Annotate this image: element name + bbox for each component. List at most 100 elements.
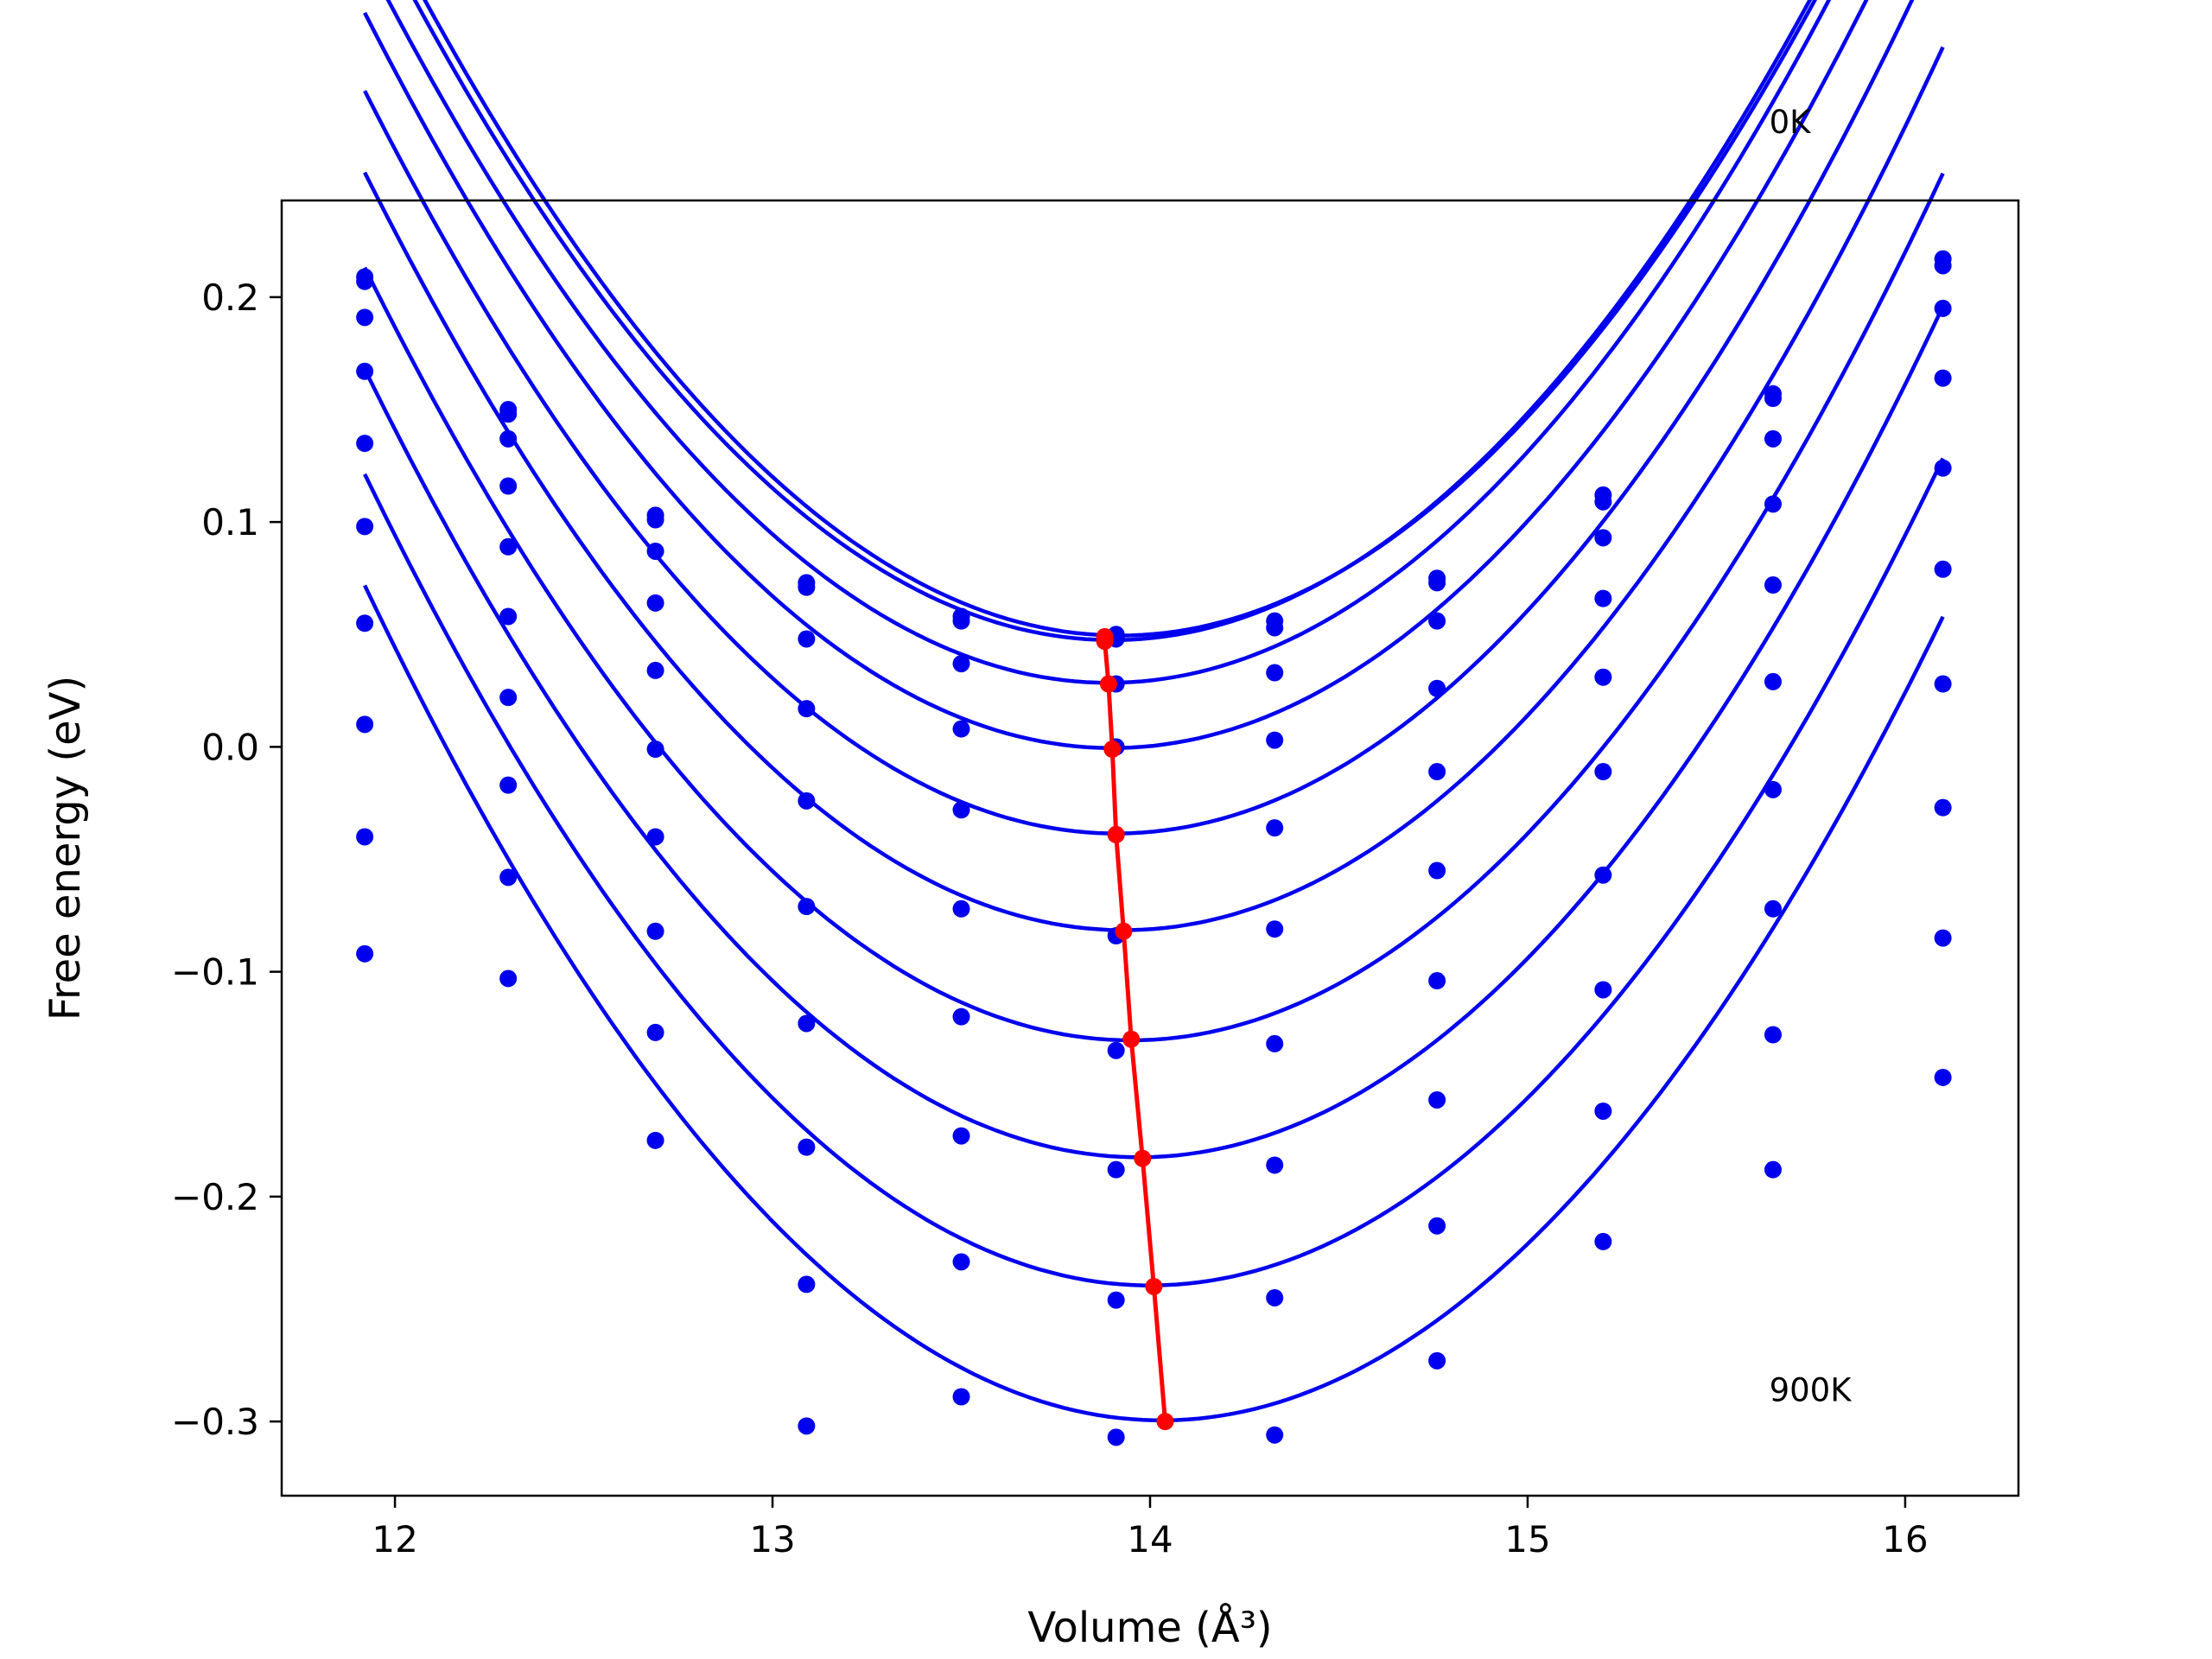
data-point — [1764, 429, 1782, 448]
fit-curve — [363, 584, 1945, 1423]
data-point — [646, 922, 664, 940]
data-point — [1764, 390, 1782, 408]
data-point — [1934, 798, 1952, 817]
y-tick-label: −0.1 — [171, 951, 259, 994]
data-point — [952, 1253, 970, 1271]
data-point — [798, 898, 816, 916]
data-point — [1428, 679, 1446, 697]
data-point — [1266, 619, 1284, 637]
annotation-label: 900K — [1770, 1372, 1853, 1409]
data-point — [952, 720, 970, 738]
fit-curve — [363, 0, 1915, 836]
data-point — [1594, 668, 1612, 686]
data-point — [1107, 1160, 1125, 1179]
data-point — [646, 594, 664, 612]
data-point — [499, 477, 518, 495]
data-point — [499, 969, 518, 988]
data-point — [646, 740, 664, 758]
data-point — [1934, 560, 1952, 578]
x-tick-label: 12 — [372, 1518, 417, 1560]
fit-curve — [363, 172, 1945, 1043]
data-point — [499, 689, 518, 707]
data-point — [499, 776, 518, 794]
data-point — [356, 362, 374, 380]
data-point — [1594, 493, 1612, 511]
data-point — [952, 612, 970, 630]
data-point — [1594, 589, 1612, 607]
data-point — [952, 1127, 970, 1145]
data-point — [356, 435, 374, 453]
data-point — [646, 661, 664, 679]
data-point — [798, 791, 816, 810]
data-point — [356, 614, 374, 632]
fit-curve — [363, 46, 1945, 932]
data-point — [1764, 1160, 1782, 1179]
annotations: 0K 900K — [1770, 104, 1853, 1409]
fit-curve — [363, 0, 1869, 750]
data-point — [1934, 1068, 1952, 1086]
data-point — [646, 542, 664, 560]
data-point — [1934, 675, 1952, 693]
data-point — [1764, 576, 1782, 594]
minimum-point — [1134, 1149, 1152, 1167]
minimum-point — [1107, 825, 1125, 843]
data-point — [1428, 612, 1446, 630]
x-tick-label: 15 — [1504, 1518, 1550, 1560]
annotation-label: 0K — [1770, 104, 1813, 141]
data-point — [1428, 1217, 1446, 1235]
y-axis-label: Free energy (eV) — [41, 676, 90, 1020]
data-point — [646, 1023, 664, 1041]
x-tick-label: 16 — [1882, 1518, 1928, 1560]
data-point — [1594, 763, 1612, 781]
data-point — [1764, 780, 1782, 798]
data-point — [798, 1014, 816, 1033]
data-point — [499, 537, 518, 556]
data-point — [798, 1417, 816, 1435]
x-tick-label: 13 — [749, 1518, 795, 1560]
data-point — [1266, 1156, 1284, 1174]
data-point — [952, 655, 970, 673]
data-point — [798, 1275, 816, 1294]
data-point — [952, 801, 970, 819]
fit-curve — [385, 0, 1832, 685]
data-point — [1428, 861, 1446, 880]
y-tick-label: 0.2 — [201, 276, 259, 319]
data-point — [1428, 1090, 1446, 1109]
data-point — [1764, 1026, 1782, 1044]
minimum-point — [1122, 1030, 1141, 1048]
y-axis-ticks: 0.2 0.1 0.0 −0.1 −0.2 −0.3 — [171, 276, 282, 1443]
minimum-markers — [1096, 627, 1174, 1431]
data-point — [1934, 459, 1952, 477]
minimum-point — [1156, 1413, 1174, 1431]
data-point — [1934, 299, 1952, 317]
fit-curve — [412, 0, 1813, 643]
data-point — [1764, 899, 1782, 918]
data-point — [1594, 529, 1612, 547]
minimum-point — [1145, 1277, 1163, 1295]
data-point — [1594, 981, 1612, 999]
x-axis-label: Volume (Å³) — [1027, 1603, 1272, 1652]
y-tick-label: −0.2 — [171, 1176, 259, 1218]
data-point — [356, 518, 374, 536]
data-point — [1266, 731, 1284, 749]
data-point — [1428, 763, 1446, 781]
data-point — [356, 272, 374, 290]
data-point — [356, 715, 374, 734]
data-point — [798, 700, 816, 718]
y-tick-label: −0.3 — [171, 1401, 259, 1443]
data-point — [1934, 369, 1952, 387]
data-point — [1594, 1232, 1612, 1250]
data-point — [798, 1138, 816, 1156]
data-point — [1934, 929, 1952, 947]
x-axis-ticks: 12 13 14 15 16 — [372, 1496, 1929, 1560]
data-point — [1107, 1041, 1125, 1059]
minimum-point — [1099, 675, 1117, 693]
minimum-point — [1103, 740, 1122, 758]
data-point — [356, 944, 374, 963]
minimum-point — [1096, 632, 1114, 651]
minimum-point — [1115, 922, 1133, 940]
data-point — [1764, 495, 1782, 513]
data-point — [356, 308, 374, 327]
data-point — [1266, 920, 1284, 938]
